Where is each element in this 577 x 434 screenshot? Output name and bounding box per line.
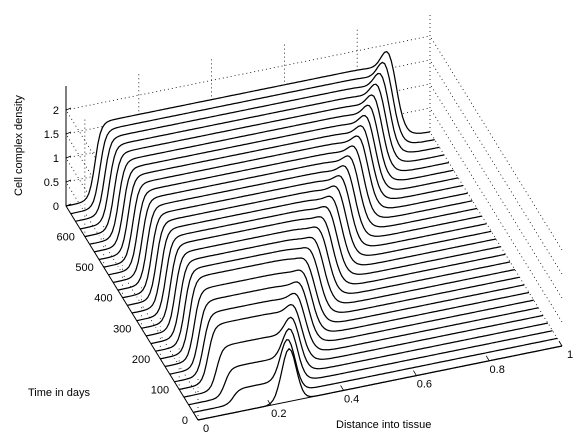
x-tick-mark <box>340 385 344 391</box>
z-tick-label: 0 <box>53 201 59 213</box>
z-tick-mark <box>65 131 72 135</box>
x-tick-label: 0.6 <box>417 379 432 391</box>
y-tick-label: 500 <box>75 262 93 274</box>
z-tick-label: 1.5 <box>44 129 59 141</box>
y-tick-mark <box>122 296 128 299</box>
grid-line <box>429 35 563 251</box>
y-tick-label: 100 <box>151 384 169 396</box>
x-tick-label: 0.4 <box>344 393 359 405</box>
y-tick-mark <box>160 357 166 360</box>
y-tick-mark <box>197 418 204 421</box>
z-tick-label: 0.5 <box>44 177 59 189</box>
x-axis-line <box>197 345 563 421</box>
x-axis-label: Distance into tissue <box>336 419 431 431</box>
y-tick-label: 400 <box>94 293 112 305</box>
y-tick-mark <box>179 388 185 390</box>
z-tick-mark <box>65 179 72 183</box>
z-tick-mark <box>65 203 72 207</box>
z-tick-mark <box>65 107 72 111</box>
y-tick-mark <box>84 235 90 237</box>
x-tick-mark <box>485 355 490 362</box>
y-tick-mark <box>141 326 147 329</box>
x-tick-label: 0 <box>203 423 209 434</box>
grid-line <box>429 59 563 275</box>
trace-layer <box>65 50 563 422</box>
axis-layer <box>65 86 563 421</box>
x-tick-label: 1 <box>567 349 573 361</box>
x-tick-mark <box>267 399 272 406</box>
y-tick-label: 200 <box>132 354 150 366</box>
x-tick-label: 0.2 <box>271 408 286 420</box>
z-axis-label: Cell complex density <box>13 95 25 196</box>
y-axis-label: Time in days <box>28 387 90 399</box>
y-tick-label: 600 <box>56 232 74 244</box>
x-tick-mark <box>413 370 417 376</box>
z-tick-label: 1 <box>53 153 59 165</box>
z-tick-mark <box>65 155 72 159</box>
y-tick-label: 300 <box>113 323 131 335</box>
z-tick-label: 2 <box>53 105 59 117</box>
x-tick-label: 0.8 <box>490 364 505 376</box>
x-tick-mark <box>558 340 563 347</box>
y-axis-line <box>65 205 199 421</box>
tick-layer: 0 0.2 0.4 0.6 0.8 1 0 100 200 300 400 500 600 0 0.5 1 1.… <box>44 105 573 434</box>
y-tick-mark <box>103 265 109 268</box>
y-tick-label: 0 <box>182 415 188 427</box>
x-tick-mark <box>194 414 199 421</box>
